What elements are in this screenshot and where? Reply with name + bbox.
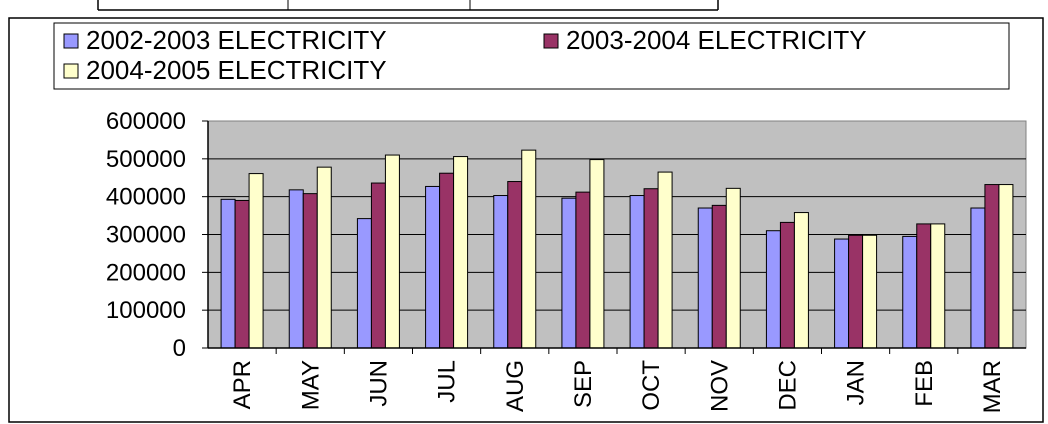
- x-tick-label: JAN: [843, 360, 870, 405]
- bar: [697, 207, 713, 349]
- bar: [916, 223, 932, 349]
- bar: [643, 188, 659, 349]
- y-tick-label: 300000: [106, 222, 186, 249]
- legend-label: 2003-2004 ELECTRICITY: [566, 25, 867, 55]
- bar: [779, 221, 795, 349]
- legend-label: 2004-2005 ELECTRICITY: [86, 55, 387, 85]
- bars: [220, 149, 1014, 349]
- bar: [657, 171, 673, 349]
- bar: [302, 193, 318, 349]
- bar: [793, 212, 809, 349]
- bar: [248, 173, 264, 349]
- x-tick-label: JUN: [365, 360, 392, 407]
- x-tick-label: NOV: [706, 360, 733, 412]
- x-tick-label: APR: [229, 360, 256, 409]
- x-tick-label: MAR: [979, 360, 1006, 413]
- bar: [370, 182, 386, 349]
- bar: [970, 207, 986, 349]
- x-tick-label: JUL: [434, 360, 461, 403]
- bar: [493, 195, 509, 349]
- legend-swatch: [543, 33, 559, 49]
- legend-box: [53, 22, 1010, 90]
- bar: [629, 195, 645, 349]
- gridlines: [208, 158, 1026, 311]
- x-tick-label: FEB: [911, 360, 938, 407]
- x-tick-label: SEP: [570, 360, 597, 408]
- bar: [834, 238, 850, 349]
- y-tick-label: 100000: [106, 297, 186, 324]
- bar: [998, 184, 1014, 349]
- bar: [902, 235, 918, 349]
- y-tick-label: 600000: [106, 108, 186, 135]
- bar: [220, 198, 236, 349]
- bar: [575, 191, 591, 349]
- bar: [711, 204, 727, 349]
- y-tick-label: 400000: [106, 184, 186, 211]
- bar: [561, 197, 577, 349]
- legend-swatch: [63, 63, 79, 79]
- x-tick-label: OCT: [638, 360, 665, 411]
- x-tick-labels: APR MAY JUN JUL AUG SEP OCT NOV DEC JAN FEB MAR: [229, 360, 1006, 414]
- top-table-fragment: [97, 0, 719, 11]
- bar: [439, 172, 455, 349]
- bar: [453, 156, 469, 349]
- bar: [765, 230, 781, 349]
- bar: [234, 199, 250, 349]
- bar: [288, 189, 304, 349]
- y-tick-label: 0: [173, 335, 186, 362]
- legend: 2002-2003 ELECTRICITY 2003-2004 ELECTRICI…: [63, 25, 867, 85]
- bar: [589, 159, 605, 349]
- bar: [316, 166, 332, 349]
- bar: [848, 234, 864, 349]
- bar: [356, 218, 372, 349]
- y-tick-label: 500000: [106, 146, 186, 173]
- bar: [930, 223, 946, 349]
- y-tick-labels: 0 100000 200000 300000 400000 500000 600000: [106, 108, 208, 362]
- x-tick-label: DEC: [774, 360, 801, 411]
- bar: [425, 185, 441, 349]
- legend-label: 2002-2003 ELECTRICITY: [86, 25, 387, 55]
- bar: [862, 234, 878, 349]
- bar: [984, 184, 1000, 349]
- y-tick-label: 200000: [106, 259, 186, 286]
- bar: [384, 154, 400, 349]
- legend-swatch: [63, 33, 79, 49]
- x-tick-label: MAY: [297, 360, 324, 410]
- bar: [507, 181, 523, 349]
- bar: [521, 149, 537, 349]
- x-tick-label: AUG: [502, 360, 529, 412]
- bar: [725, 187, 741, 349]
